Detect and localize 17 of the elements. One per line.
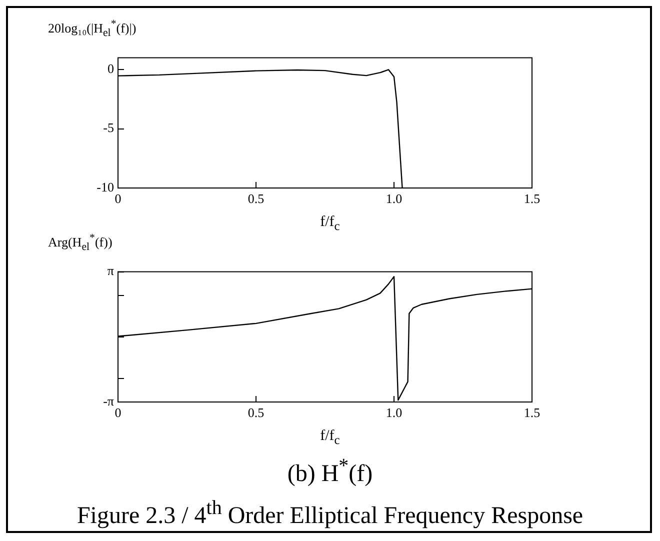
x-axis-title: f/f$_{c}$ <box>320 214 340 233</box>
text: (b) H$^{*}$(f) <box>286 454 374 489</box>
x-tick-label: 0.5 <box>248 191 264 206</box>
y-tick-label: 0 <box>108 61 114 76</box>
x-axis-title: f/f$_{c}$ <box>319 428 341 448</box>
caption: Figure 2.3 / 4$^{th}$ Order Elliptical Frequency Response <box>76 496 584 531</box>
x-tick-label: 0.5 <box>248 405 264 420</box>
y-tick-label: -π <box>103 393 114 408</box>
x-tick-label: 1.0 <box>386 405 402 420</box>
x-tick-label: 1.5 <box>524 405 540 420</box>
y-tick-label: π <box>107 263 114 278</box>
x-tick-label: 1.0 <box>386 191 402 206</box>
y-axis-title: 20log₁₀(|H$_{el}$$^{*}$(f)|) <box>48 18 136 39</box>
x-tick-label: 1.5 <box>524 191 540 206</box>
y-tick-label: -10 <box>96 179 114 194</box>
y-axis-title: Arg(H$_{el}$$^{*}$(f)) <box>48 232 112 253</box>
y-tick-label: -5 <box>103 120 114 136</box>
